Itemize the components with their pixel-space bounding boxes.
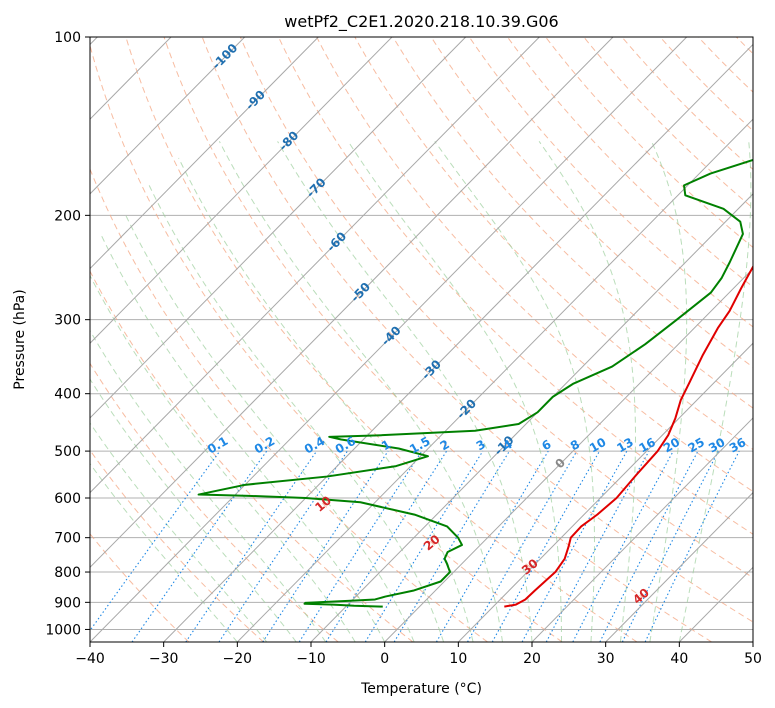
- dry-adiabat-line: [125, 37, 638, 642]
- y-tick-label: 900: [54, 595, 81, 611]
- pressure-gridlines: [90, 37, 753, 630]
- isotherm-line: [90, 37, 467, 419]
- moist-adiabat-line: [124, 212, 415, 642]
- mixing-ratio-line: [325, 450, 448, 642]
- y-axis: 100 200 300 400 500 600 700 800 900 1000: [45, 30, 90, 638]
- moist-adiabat-line: [90, 274, 356, 642]
- moist-adiabat-line: [178, 157, 474, 642]
- mixing-ratio-line: [521, 450, 628, 642]
- mixing-ratio-line: [131, 450, 268, 642]
- moist-adiabat-line: [90, 422, 268, 642]
- dry-adiabat-line: [90, 449, 264, 642]
- x-tick-label: −20: [223, 651, 253, 667]
- isotherm-line: [90, 37, 246, 195]
- moist-adiabat-line: [90, 329, 327, 642]
- isotherm-line: [310, 193, 753, 642]
- moist-adiabat-line: [678, 141, 752, 642]
- moist-adiabat-line: [277, 141, 533, 642]
- x-tick-label: −40: [75, 651, 105, 667]
- x-tick-label: 10: [449, 651, 467, 667]
- mixing-ratio-line: [185, 450, 318, 642]
- plot-frame: [89, 36, 754, 643]
- isotherm-line: [457, 342, 753, 642]
- y-axis-label: Pressure (hPa): [12, 289, 28, 389]
- moist-adiabats: [90, 141, 752, 642]
- isotherm-line: [90, 37, 319, 270]
- mixing-ratio-line: [393, 450, 510, 642]
- x-tick-label: 20: [523, 651, 541, 667]
- isotherm-line: [236, 118, 753, 642]
- mixing-ratio-line: [491, 450, 601, 642]
- y-tick-label: 800: [54, 565, 81, 581]
- chart-title: wetPf2_C2E1.2020.218.10.39.G06: [284, 12, 558, 32]
- isotherm-line: [531, 417, 753, 642]
- isotherm-line: [605, 491, 753, 642]
- isotherms: [90, 37, 753, 642]
- mixing-ratio-line: [90, 450, 221, 632]
- y-tick-label: 1000: [45, 622, 81, 638]
- moist-adiabat-line: [347, 141, 562, 642]
- moist-adiabat-line: [649, 141, 688, 642]
- moist-adiabat-line: [218, 141, 504, 642]
- moist-adiabat-line: [148, 185, 445, 642]
- isotherm-line: [90, 37, 393, 344]
- moist-adiabat-line: [538, 141, 636, 642]
- x-tick-label: 50: [744, 651, 762, 667]
- dry-adiabat-line: [90, 167, 488, 642]
- x-tick-label: 0: [380, 651, 389, 667]
- isotherm-line: [384, 267, 753, 642]
- x-tick-label: 30: [597, 651, 615, 667]
- y-tick-label: 700: [54, 531, 81, 547]
- dry-adiabat-line: [201, 37, 753, 623]
- y-tick-label: 600: [54, 491, 81, 507]
- dry-adiabat-line: [163, 37, 712, 642]
- y-tick-label: 100: [54, 30, 81, 46]
- dry-adiabat-line: [90, 270, 414, 642]
- y-tick-label: 200: [54, 208, 81, 224]
- x-tick-label: −10: [296, 651, 326, 667]
- moist-adiabat-line: [90, 378, 297, 642]
- sounding-profiles: [197, 158, 753, 608]
- isotherm-line: [90, 37, 614, 569]
- dry-adiabat-line: [583, 37, 753, 209]
- x-axis-label: Temperature (°C): [360, 681, 482, 697]
- isotherm-line: [90, 37, 540, 494]
- dry-adiabat-line: [430, 37, 753, 368]
- moist-adiabat-line: [434, 141, 595, 642]
- mixing-ratio-line: [435, 450, 549, 642]
- y-tick-label: 400: [54, 387, 81, 403]
- temperature-profile-line: [504, 264, 753, 608]
- isotherm-line: [90, 37, 688, 642]
- x-axis: −40 −30 −20 −10 0 10 20 30 40 50: [75, 642, 762, 667]
- mixing-ratio-line: [644, 450, 740, 642]
- mixing-ratio-line: [545, 450, 650, 642]
- dry-adiabat-line: [278, 37, 753, 535]
- dry-adiabat-line: [239, 37, 753, 579]
- mixing-ratio-line: [298, 450, 423, 642]
- mixing-ratio-line: [467, 450, 578, 642]
- dry-adiabat-line: [545, 37, 753, 249]
- x-tick-label: −30: [149, 651, 179, 667]
- x-tick-label: 40: [670, 651, 688, 667]
- y-tick-label: 500: [54, 444, 81, 460]
- isotherm-line: [163, 43, 753, 642]
- moist-adiabat-line: [90, 462, 238, 642]
- mixing-ratio-lines: [90, 450, 740, 642]
- dewpoint-profile-line: [197, 158, 753, 608]
- y-tick-label: 300: [54, 313, 81, 329]
- dry-adiabat-line: [392, 37, 753, 409]
- mixing-ratio-line: [364, 450, 484, 642]
- dry-adiabat-line: [468, 37, 753, 328]
